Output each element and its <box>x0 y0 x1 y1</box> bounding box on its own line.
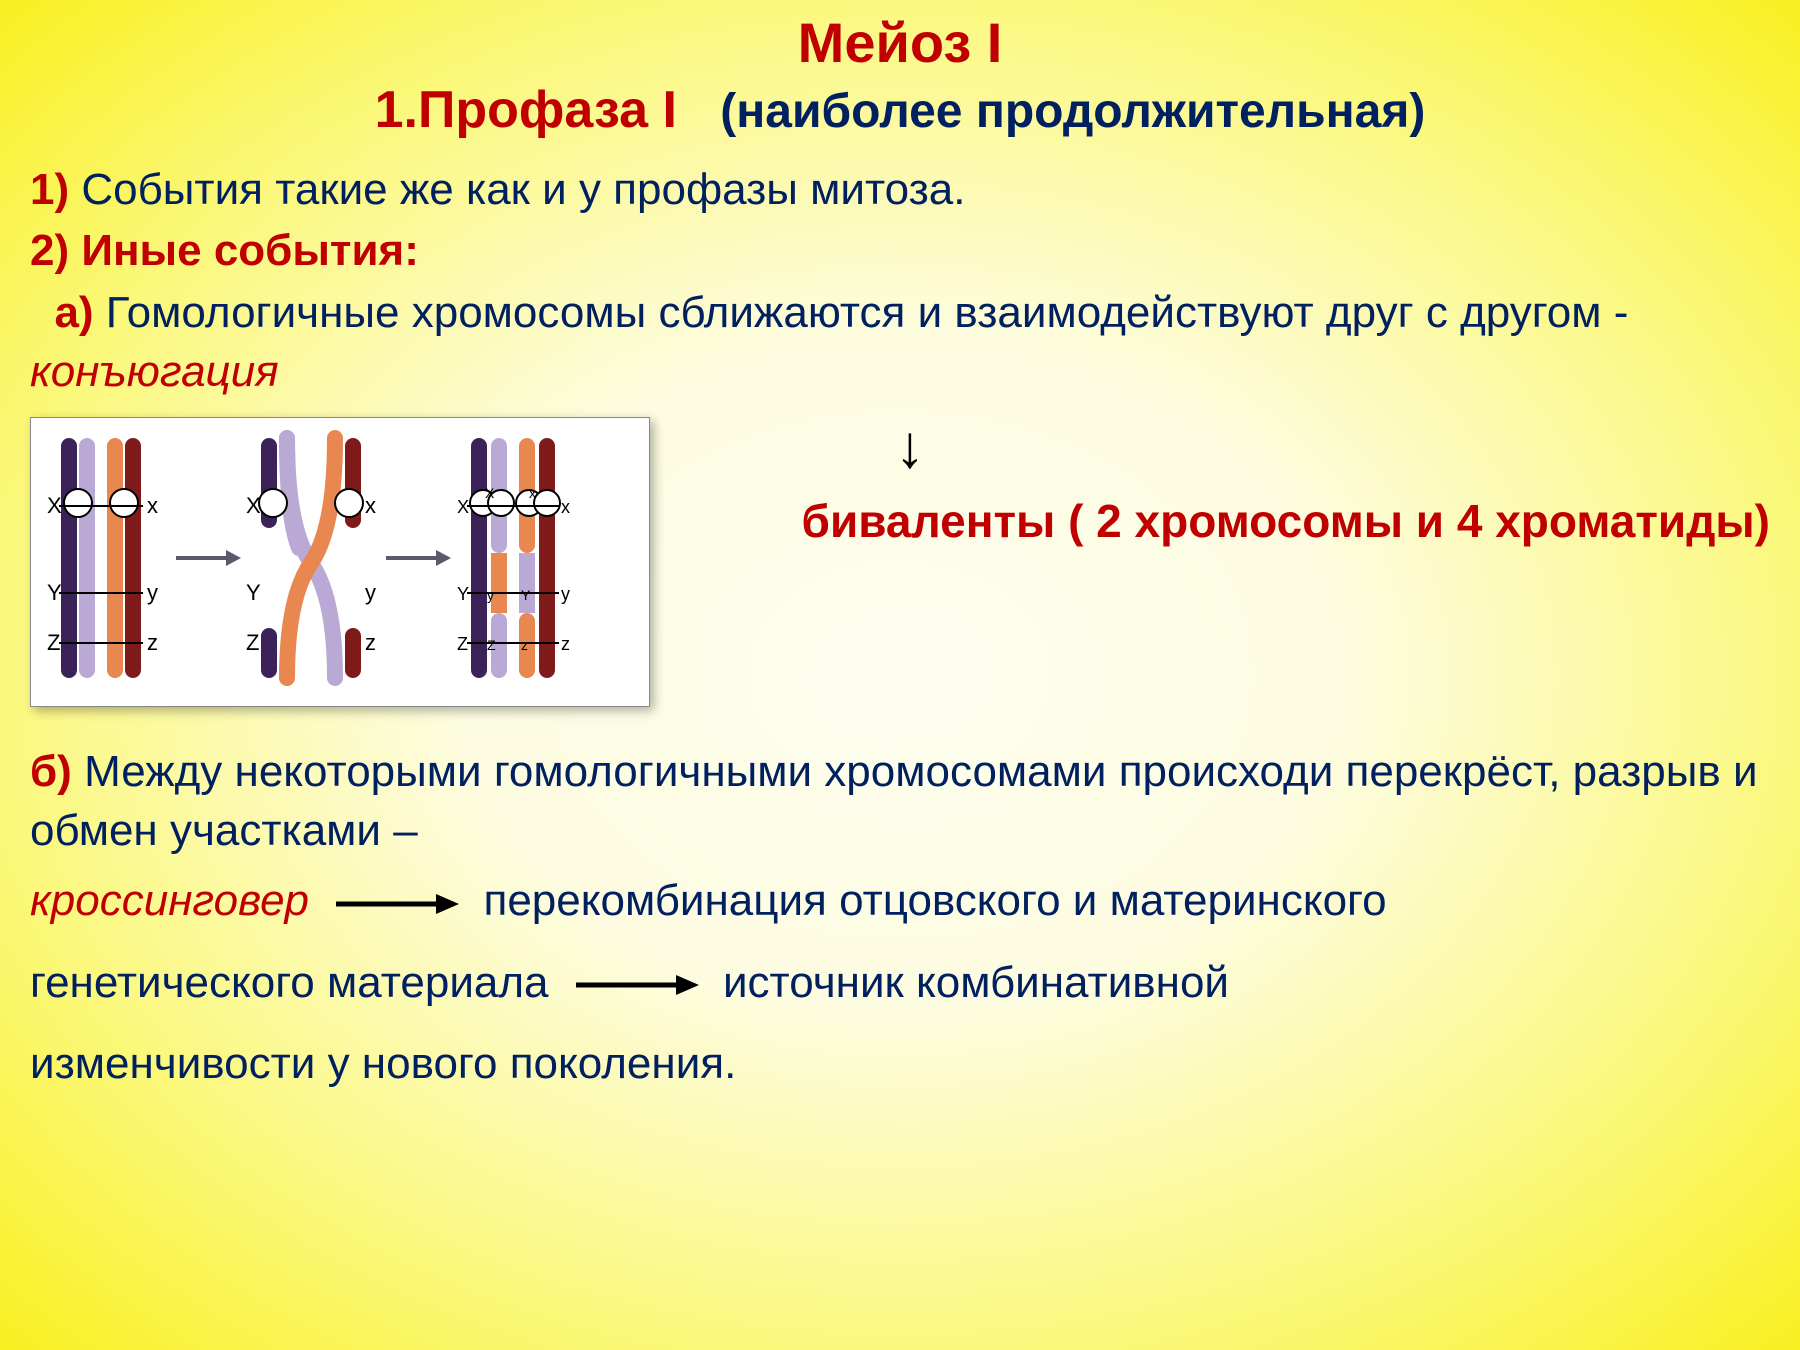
svg-text:y: y <box>561 584 570 604</box>
line-3: а) Гомологичные хромосомы сближаются и в… <box>30 283 1770 402</box>
line3-text: Гомологичные хромосомы сближаются и взаи… <box>94 288 1629 337</box>
svg-text:Z: Z <box>246 630 259 655</box>
svg-text:y: y <box>147 580 158 605</box>
stage-3: X X x x Y y Y y Z Z z z <box>457 438 570 678</box>
svg-text:Y: Y <box>521 587 531 603</box>
svg-text:X: X <box>457 497 469 517</box>
svg-text:Z: Z <box>457 634 468 654</box>
svg-text:z: z <box>147 630 158 655</box>
stage-2: X x Y y Z z <box>246 438 376 678</box>
bivalent-text: биваленты ( 2 хромосомы и 4 хроматиды) <box>690 492 1770 552</box>
recomb-4: изменчивости у нового поколения. <box>30 1039 736 1088</box>
recomb-3: источник комбинативной <box>711 958 1229 1007</box>
line-b-text: Между некоторыми гомологичными хромосома… <box>30 747 1758 855</box>
svg-text:Y: Y <box>457 584 469 604</box>
arrow-right-icon-1 <box>331 889 461 919</box>
line2-num: 2) <box>30 226 69 275</box>
svg-text:Z: Z <box>47 630 60 655</box>
line1-text: События такие же как и у профазы митоза. <box>69 165 965 214</box>
recomb-2: генетического материала <box>30 958 561 1007</box>
recomb-1: перекомбинация отцовского и материнского <box>471 876 1386 925</box>
arrow-1 <box>176 550 241 566</box>
crossing-over-diagram: X x Y y Z z <box>30 417 650 707</box>
stage-1: X x Y y Z z <box>47 438 158 678</box>
arrow-down-icon: ↓ <box>890 417 930 477</box>
line3-a: а) <box>54 288 93 337</box>
svg-text:X: X <box>47 493 62 518</box>
svg-text:Y: Y <box>47 580 62 605</box>
svg-text:z: z <box>521 637 528 653</box>
right-column: ↓ биваленты ( 2 хромосомы и 4 хроматиды) <box>650 417 1770 552</box>
svg-text:X: X <box>485 485 495 501</box>
svg-text:Y: Y <box>246 580 261 605</box>
svg-text:x: x <box>147 493 158 518</box>
svg-text:x: x <box>561 497 570 517</box>
subtitle-row: 1.Профаза I (наиболее продолжительная) <box>30 80 1770 140</box>
line-b-label: б) <box>30 747 72 796</box>
line-2: 2) Иные события: <box>30 221 1770 280</box>
main-title: Мейоз I <box>30 10 1770 75</box>
arrow-2 <box>386 550 451 566</box>
subtitle-note: (наиболее продолжительная) <box>720 85 1425 138</box>
line2-text: Иные события: <box>69 226 419 275</box>
svg-text:z: z <box>561 634 570 654</box>
line1-num: 1) <box>30 165 69 214</box>
subtitle-main: 1.Профаза I <box>375 81 677 139</box>
lower-text: б) Между некоторыми гомологичными хромос… <box>30 742 1770 1105</box>
mid-section: X x Y y Z z <box>30 417 1770 707</box>
conjugation-term: конъюгация <box>30 347 279 396</box>
crossover-term: кроссинговер <box>30 876 309 925</box>
svg-text:y: y <box>487 587 494 603</box>
svg-text:x: x <box>365 493 376 518</box>
arrow-right-icon-2 <box>571 970 701 1000</box>
line-1: 1) События такие же как и у профазы мито… <box>30 160 1770 219</box>
svg-text:X: X <box>246 493 261 518</box>
svg-text:y: y <box>365 580 376 605</box>
svg-text:x: x <box>529 485 536 501</box>
diagram-svg: X x Y y Z z <box>41 428 641 698</box>
svg-text:Z: Z <box>487 637 496 653</box>
svg-text:z: z <box>365 630 376 655</box>
